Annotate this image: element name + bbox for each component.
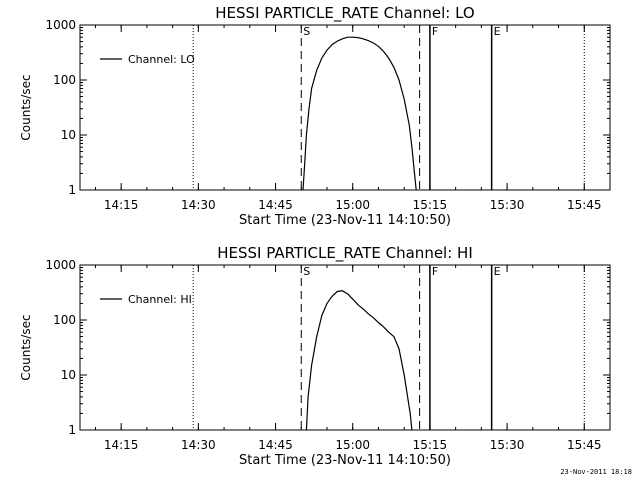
series-line [302, 36, 417, 191]
y-tick-label: 10 [61, 128, 76, 142]
x-tick-label: 15:00 [335, 198, 370, 212]
event-marker-label: E [494, 265, 501, 278]
y-tick-label: 1000 [45, 18, 76, 32]
x-tick-label: 15:30 [490, 438, 525, 452]
legend-label: Channel: HI [128, 293, 192, 306]
y-tick-label: 100 [53, 313, 76, 327]
x-tick-label: 15:15 [413, 438, 448, 452]
y-tick-label: 10 [61, 368, 76, 382]
x-tick-label: 15:30 [490, 198, 525, 212]
event-marker-label: S [303, 265, 310, 278]
y-tick-label: 1 [68, 183, 76, 197]
y-axis-label: Counts/sec [19, 314, 33, 380]
y-tick-label: 100 [53, 73, 76, 87]
chart-title: HESSI PARTICLE_RATE Channel: LO [215, 4, 474, 23]
x-tick-label: 15:45 [567, 438, 602, 452]
x-tick-label: 15:45 [567, 198, 602, 212]
plot-frame [79, 264, 611, 431]
x-tick-label: 15:15 [413, 198, 448, 212]
x-axis-label: Start Time (23-Nov-11 14:10:50) [239, 453, 451, 468]
legend-label: Channel: LO [128, 53, 195, 66]
x-tick-label: 14:30 [181, 198, 216, 212]
series-line [305, 290, 413, 431]
x-tick-label: 14:45 [258, 198, 293, 212]
x-tick-label: 14:45 [258, 438, 293, 452]
x-tick-label: 14:30 [181, 438, 216, 452]
event-marker-label: E [494, 25, 501, 38]
y-axis-label: Counts/sec [19, 74, 33, 140]
x-axis-label: Start Time (23-Nov-11 14:10:50) [239, 213, 451, 228]
y-tick-label: 1 [68, 423, 76, 437]
event-marker-label: S [303, 25, 310, 38]
chart-title: HESSI PARTICLE_RATE Channel: HI [217, 244, 473, 263]
plot-frame [79, 24, 611, 191]
x-tick-label: 14:15 [104, 438, 139, 452]
x-tick-label: 15:00 [335, 438, 370, 452]
event-marker-label: F [432, 265, 438, 278]
footer-timestamp: 23-Nov-2011 18:18 [560, 468, 632, 476]
x-tick-label: 14:15 [104, 198, 139, 212]
y-tick-label: 1000 [45, 258, 76, 272]
event-marker-label: F [432, 25, 438, 38]
